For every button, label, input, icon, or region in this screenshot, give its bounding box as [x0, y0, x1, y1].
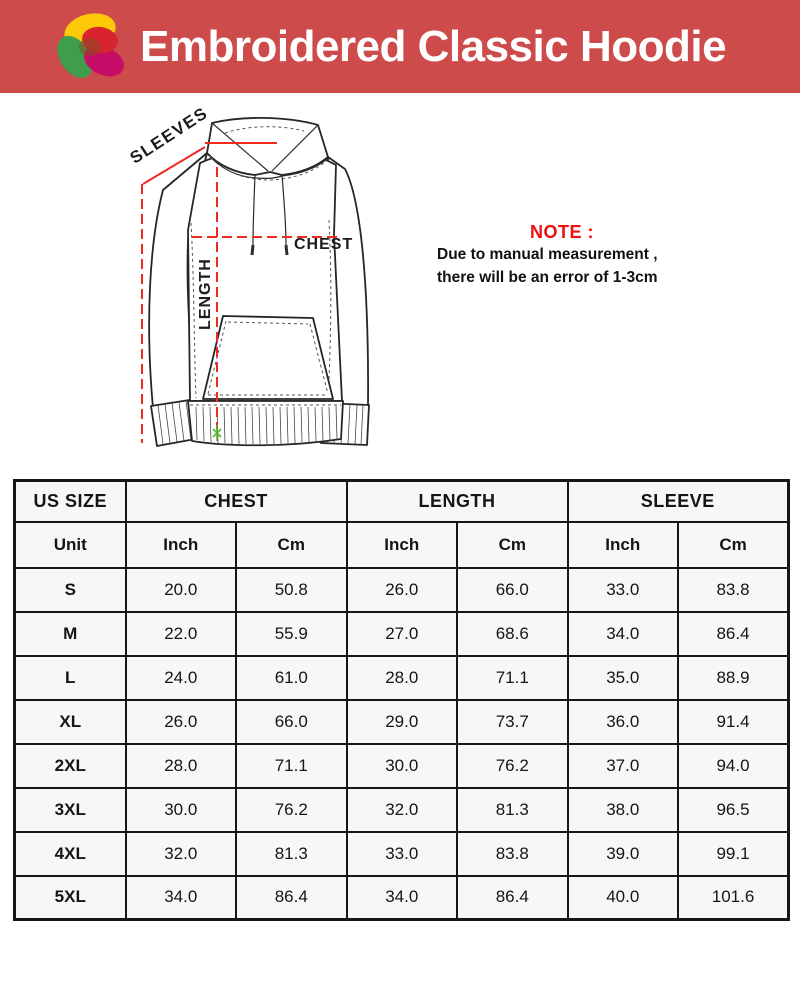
- size-row-4xl: 4XL 32.0 81.3 33.0 83.8 39.0 99.1: [13, 830, 790, 877]
- value-cell-0: 24.0: [124, 654, 237, 701]
- value-cell-5: 99.1: [677, 830, 790, 877]
- value-cell-3: 81.3: [456, 786, 569, 833]
- value-cell-1: 76.2: [235, 786, 348, 833]
- size-row-3xl: 3XL 30.0 76.2 32.0 81.3 38.0 96.5: [13, 786, 790, 833]
- header-banner: Embroidered Classic Hoodie: [0, 0, 800, 93]
- value-cell-5: 91.4: [677, 698, 790, 745]
- value-cell-1: 71.1: [235, 742, 348, 789]
- value-cell-0: 28.0: [124, 742, 237, 789]
- value-cell-3: 83.8: [456, 830, 569, 877]
- size-row-l: L 24.0 61.0 28.0 71.1 35.0 88.9: [13, 654, 790, 701]
- value-cell-5: 101.6: [677, 874, 790, 921]
- value-cell-3: 68.6: [456, 610, 569, 657]
- page-title: Embroidered Classic Hoodie: [140, 21, 727, 71]
- value-cell-1: 50.8: [235, 566, 348, 613]
- size-row-2xl: 2XL 28.0 71.1 30.0 76.2 37.0 94.0: [13, 742, 790, 789]
- value-cell-4: 33.0: [566, 566, 680, 613]
- note-title: NOTE :: [530, 222, 594, 242]
- size-row-xl: XL 26.0 66.0 29.0 73.7 36.0 91.4: [13, 698, 790, 745]
- value-cell-4: 38.0: [566, 786, 680, 833]
- unit-cell-2: Inch: [345, 520, 459, 569]
- table-group-header-row: US SIZE CHEST LENGTH SLEEVE: [13, 479, 790, 523]
- value-cell-2: 32.0: [345, 786, 459, 833]
- unit-cell-3: Cm: [456, 520, 569, 569]
- size-cell: 4XL: [13, 830, 127, 877]
- value-cell-4: 39.0: [566, 830, 680, 877]
- brand-petal-logo-icon: [57, 12, 125, 78]
- value-cell-2: 27.0: [345, 610, 459, 657]
- value-cell-2: 29.0: [345, 698, 459, 745]
- value-cell-4: 35.0: [566, 654, 680, 701]
- value-cell-4: 37.0: [566, 742, 680, 789]
- value-cell-3: 76.2: [456, 742, 569, 789]
- value-cell-0: 34.0: [124, 874, 237, 921]
- unit-cell-1: Cm: [235, 520, 348, 569]
- value-cell-2: 33.0: [345, 830, 459, 877]
- size-cell: 5XL: [13, 874, 127, 921]
- value-cell-5: 83.8: [677, 566, 790, 613]
- size-cell: 3XL: [13, 786, 127, 833]
- size-cell: XL: [13, 698, 127, 745]
- value-cell-1: 61.0: [235, 654, 348, 701]
- col-header-us-size: US SIZE: [13, 479, 127, 523]
- hoodie-sketch: [141, 117, 370, 447]
- col-header-length: LENGTH: [345, 479, 569, 523]
- value-cell-0: 20.0: [124, 566, 237, 613]
- value-cell-0: 30.0: [124, 786, 237, 833]
- length-measure-label: LENGTH: [197, 258, 214, 330]
- size-row-5xl: 5XL 34.0 86.4 34.0 86.4 40.0 101.6: [13, 874, 790, 921]
- value-cell-3: 86.4: [456, 874, 569, 921]
- value-cell-0: 32.0: [124, 830, 237, 877]
- value-cell-2: 26.0: [345, 566, 459, 613]
- table-unit-row: Unit Inch Cm Inch Cm Inch Cm: [13, 520, 790, 569]
- value-cell-5: 86.4: [677, 610, 790, 657]
- unit-cell-0: Inch: [124, 520, 237, 569]
- col-header-chest: CHEST: [124, 479, 348, 523]
- size-cell: L: [13, 654, 127, 701]
- note-line-1: Due to manual measurement ,: [437, 246, 658, 263]
- value-cell-3: 71.1: [456, 654, 569, 701]
- value-cell-1: 55.9: [235, 610, 348, 657]
- size-row-s: S 20.0 50.8 26.0 66.0 33.0 83.8: [13, 566, 790, 613]
- value-cell-4: 36.0: [566, 698, 680, 745]
- value-cell-1: 86.4: [235, 874, 348, 921]
- value-cell-2: 30.0: [345, 742, 459, 789]
- size-chart-table: US SIZE CHEST LENGTH SLEEVE Unit Inch Cm In…: [13, 479, 791, 921]
- size-row-m: M 22.0 55.9 27.0 68.6 34.0 86.4: [13, 610, 790, 657]
- unit-label-cell: Unit: [13, 520, 127, 569]
- measurement-note: NOTE : Due to manual measurement , there…: [437, 222, 687, 289]
- unit-cell-5: Cm: [677, 520, 790, 569]
- value-cell-5: 88.9: [677, 654, 790, 701]
- size-cell: S: [13, 566, 127, 613]
- size-cell: M: [13, 610, 127, 657]
- chest-measure-label: CHEST: [294, 236, 354, 253]
- value-cell-0: 26.0: [124, 698, 237, 745]
- value-cell-5: 94.0: [677, 742, 790, 789]
- note-line-2: there will be an error of 1-3cm: [437, 269, 658, 286]
- value-cell-3: 73.7: [456, 698, 569, 745]
- col-header-sleeve: SLEEVE: [566, 479, 790, 523]
- value-cell-3: 66.0: [456, 566, 569, 613]
- size-cell: 2XL: [13, 742, 127, 789]
- value-cell-1: 66.0: [235, 698, 348, 745]
- value-cell-5: 96.5: [677, 786, 790, 833]
- value-cell-0: 22.0: [124, 610, 237, 657]
- unit-cell-4: Inch: [566, 520, 680, 569]
- hoodie-measurement-diagram: [130, 105, 380, 455]
- value-cell-2: 34.0: [345, 874, 459, 921]
- value-cell-2: 28.0: [345, 654, 459, 701]
- value-cell-4: 40.0: [566, 874, 680, 921]
- value-cell-1: 81.3: [235, 830, 348, 877]
- value-cell-4: 34.0: [566, 610, 680, 657]
